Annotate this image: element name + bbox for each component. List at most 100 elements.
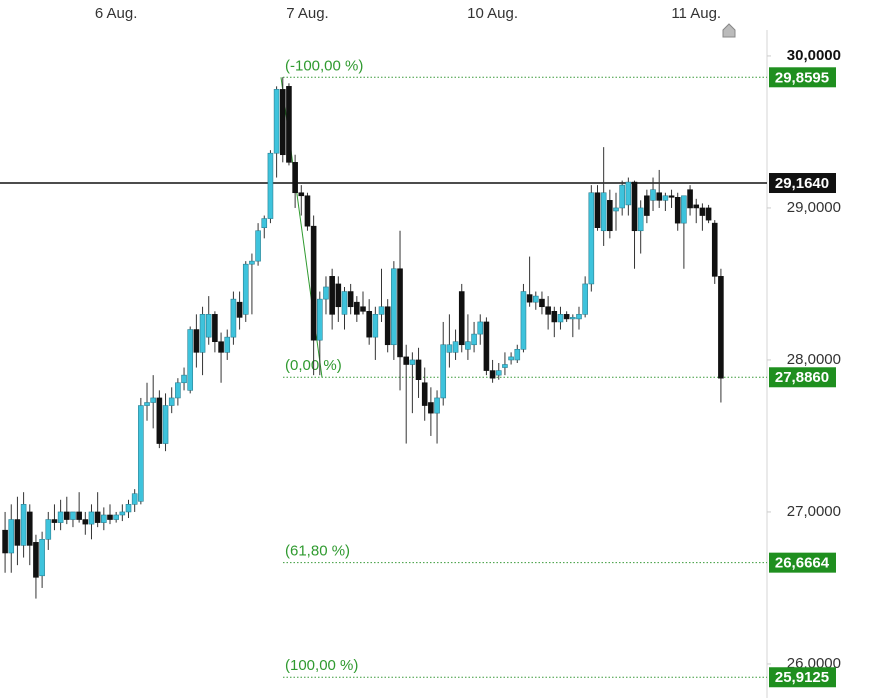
- candle-body: [644, 195, 650, 216]
- candle-body: [668, 195, 675, 198]
- candle-body: [440, 344, 447, 399]
- candle-body: [286, 86, 292, 163]
- candle-body: [607, 200, 613, 232]
- fib-value-label: 25,9125: [775, 669, 829, 686]
- candle-body: [495, 370, 502, 376]
- candle-body: [261, 218, 268, 229]
- candle-body: [255, 230, 261, 262]
- candle-body: [317, 298, 323, 341]
- candle-body: [20, 504, 27, 546]
- candle-body: [637, 207, 644, 232]
- candle-body: [502, 364, 508, 368]
- fib-label: (100,00 %): [285, 657, 358, 674]
- x-tick-label: 7 Aug.: [286, 5, 329, 22]
- candle-body: [187, 329, 194, 391]
- fib-value-box: [769, 552, 836, 573]
- candle-body: [82, 519, 89, 525]
- candle-body: [236, 301, 243, 318]
- candle-body: [354, 301, 360, 315]
- candle-body: [563, 314, 570, 320]
- candle-body: [434, 397, 440, 414]
- candle-body: [279, 89, 286, 156]
- candle-body: [329, 276, 335, 315]
- fib-label: (-100,00 %): [285, 57, 363, 74]
- candle-body: [372, 314, 379, 338]
- candle-body: [477, 321, 484, 335]
- y-tick-label: 30,0000: [787, 47, 841, 64]
- candle-body: [687, 189, 693, 209]
- candle-body: [119, 511, 126, 516]
- y-tick-label: 28,0000: [787, 351, 841, 368]
- candle-body: [131, 493, 138, 505]
- candle-body: [693, 204, 700, 209]
- candle-body: [70, 511, 76, 520]
- y-tick-label: 29,0000: [787, 199, 841, 216]
- candle-body: [446, 344, 453, 353]
- candle-body: [360, 306, 366, 312]
- candle-body: [310, 225, 317, 341]
- candle-body: [218, 341, 224, 353]
- candle-body: [520, 291, 527, 350]
- candle-body: [224, 336, 231, 353]
- candle-body: [576, 314, 582, 320]
- candle-body: [335, 283, 342, 308]
- candle-body: [267, 152, 274, 219]
- candle-body: [323, 286, 329, 300]
- candle-body: [378, 306, 385, 315]
- candle-body: [125, 504, 132, 513]
- fib-value-label: 27,8860: [775, 369, 829, 386]
- candle-body: [366, 311, 372, 338]
- candle-body: [88, 511, 95, 525]
- candle-body: [94, 511, 101, 523]
- candle-body: [551, 311, 558, 323]
- candle-body: [557, 314, 564, 323]
- candle-body: [681, 195, 687, 224]
- candle-body: [570, 317, 576, 320]
- candle-body: [539, 298, 545, 308]
- candle-body: [526, 294, 533, 303]
- candle-body: [545, 306, 551, 315]
- candle-body: [113, 514, 119, 520]
- candle-body: [625, 181, 632, 206]
- candle-body: [471, 333, 477, 346]
- candle-body: [298, 192, 305, 197]
- fib-value-label: 26,6664: [775, 555, 830, 572]
- candle-body: [397, 268, 403, 358]
- candle-body: [63, 511, 70, 520]
- candle-body: [588, 192, 595, 285]
- candle-body: [168, 397, 175, 406]
- candle-body: [619, 184, 625, 209]
- candle-body: [156, 397, 163, 444]
- candle-body: [181, 374, 187, 384]
- candle-body: [292, 162, 298, 194]
- candle-body: [582, 283, 588, 315]
- candle-body: [242, 263, 249, 315]
- candle-body: [212, 314, 218, 343]
- hline-value-box: [769, 173, 836, 194]
- candle-body: [508, 356, 514, 361]
- candle-body: [341, 291, 348, 315]
- candle-body: [699, 207, 706, 216]
- fib-value-box: [769, 367, 836, 388]
- candle-body: [403, 356, 409, 365]
- candle-body: [594, 192, 601, 229]
- candle-body: [514, 349, 521, 361]
- candle-body: [415, 359, 422, 381]
- candle-body: [175, 382, 181, 399]
- candle-body: [193, 329, 200, 353]
- fib-value-box: [769, 667, 836, 688]
- candle-body: [428, 402, 434, 414]
- candle-body: [347, 291, 354, 308]
- candle-body: [674, 197, 681, 224]
- candle-body: [384, 306, 391, 346]
- candle-body: [613, 207, 619, 212]
- candle-body: [150, 397, 156, 403]
- candle-body: [26, 511, 33, 546]
- candle-body: [14, 519, 21, 546]
- candle-body: [57, 511, 64, 523]
- candle-body: [138, 405, 144, 502]
- x-tick-label: 10 Aug.: [467, 5, 518, 22]
- candle-body: [656, 192, 663, 201]
- scroll-icon[interactable]: [722, 23, 736, 38]
